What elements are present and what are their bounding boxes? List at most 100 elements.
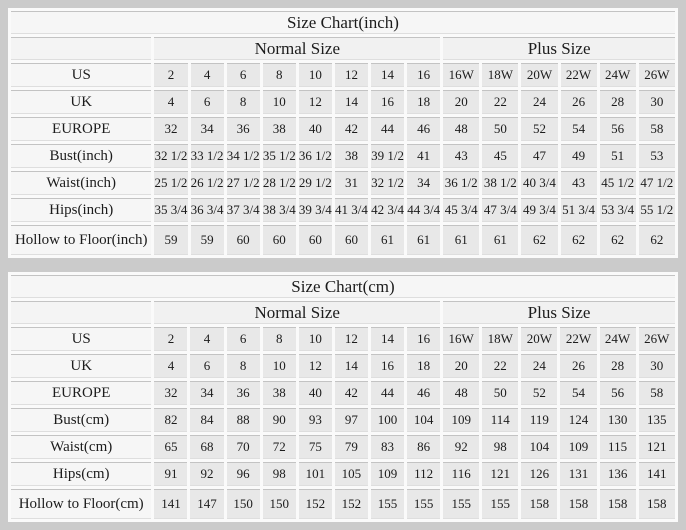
- size-cell: 36 1/2: [443, 171, 480, 195]
- size-cell: 135: [638, 408, 675, 432]
- row-label: Waist(cm): [11, 435, 152, 459]
- size-cell: 22W: [560, 327, 597, 351]
- size-cell: 40 3/4: [521, 171, 558, 195]
- size-cell: 72: [262, 435, 296, 459]
- table-row: US 2 4 6 8 10 12 14 16 16W 18W 20W 22W 24W 26W: [11, 63, 675, 87]
- size-cell: 141: [638, 462, 675, 486]
- size-cell: 36: [226, 381, 260, 405]
- size-cell: 60: [298, 225, 332, 255]
- size-cell: 10: [298, 327, 332, 351]
- size-cell: 53: [638, 144, 675, 168]
- table-row: UK 4 6 8 10 12 14 16 18 20 22 24 26 28 30: [11, 354, 675, 378]
- size-cell: 22: [482, 90, 519, 114]
- size-cell: 49: [560, 144, 597, 168]
- size-cell: 68: [190, 435, 224, 459]
- size-cell: 38 1/2: [482, 171, 519, 195]
- corner-cell: [11, 37, 152, 60]
- size-cell: 38: [334, 144, 368, 168]
- size-cell: 14: [370, 327, 405, 351]
- row-label: UK: [11, 354, 152, 378]
- size-cell: 158: [560, 489, 597, 519]
- size-cell: 121: [638, 435, 675, 459]
- size-cell: 90: [262, 408, 296, 432]
- size-cell: 86: [407, 435, 441, 459]
- size-cell: 155: [370, 489, 405, 519]
- size-cell: 150: [226, 489, 260, 519]
- row-label: Bust(inch): [11, 144, 152, 168]
- size-cell: 61: [371, 225, 405, 255]
- size-cell: 46: [407, 117, 441, 141]
- size-cell: 32 1/2: [154, 144, 188, 168]
- size-cell: 44: [370, 381, 405, 405]
- size-cell: 26 1/2: [190, 171, 224, 195]
- size-cell: 61: [443, 225, 480, 255]
- size-cell: 50: [482, 117, 519, 141]
- size-cell: 28: [599, 354, 636, 378]
- table-row: Waist(cm) 65 68 70 72 75 79 83 86 92 98 104 109 115 12…: [11, 435, 675, 459]
- size-cell: 26W: [638, 327, 675, 351]
- table-title-cm: Size Chart(cm): [11, 275, 675, 298]
- size-cell: 44 3/4: [407, 198, 441, 222]
- size-cell: 158: [599, 489, 636, 519]
- size-cell: 8: [226, 354, 260, 378]
- size-cell: 62: [638, 225, 675, 255]
- size-cell: 91: [154, 462, 188, 486]
- size-cell: 92: [443, 435, 480, 459]
- size-cell: 16W: [443, 327, 480, 351]
- size-cell: 131: [560, 462, 597, 486]
- size-cell: 12: [334, 327, 368, 351]
- size-cell: 33 1/2: [190, 144, 224, 168]
- size-cell: 55 1/2: [638, 198, 675, 222]
- size-cell: 45 3/4: [443, 198, 480, 222]
- size-cell: 26: [560, 90, 597, 114]
- size-cell: 141: [154, 489, 188, 519]
- size-cell: 115: [599, 435, 636, 459]
- size-cell: 34: [190, 117, 224, 141]
- size-cell: 155: [443, 489, 480, 519]
- row-label: EUROPE: [11, 117, 152, 141]
- row-label: US: [11, 327, 152, 351]
- size-cell: 104: [407, 408, 441, 432]
- size-cell: 4: [154, 90, 188, 114]
- size-cell: 6: [190, 90, 224, 114]
- size-cell: 53 3/4: [599, 198, 636, 222]
- size-cell: 59: [190, 225, 224, 255]
- size-cell: 50: [482, 381, 519, 405]
- size-cell: 126: [521, 462, 558, 486]
- size-cell: 16: [370, 354, 405, 378]
- size-cell: 22W: [560, 63, 597, 87]
- size-cell: 32 1/2: [371, 171, 405, 195]
- row-label: EUROPE: [11, 381, 152, 405]
- size-cell: 2: [154, 327, 188, 351]
- size-cell: 70: [226, 435, 260, 459]
- size-cell: 98: [262, 462, 296, 486]
- size-cell: 59: [154, 225, 188, 255]
- size-cell: 6: [190, 354, 224, 378]
- table-row: US 2 4 6 8 10 12 14 16 16W 18W 20W 22W 24W 26W: [11, 327, 675, 351]
- size-cell: 109: [560, 435, 597, 459]
- size-cell: 60: [334, 225, 368, 255]
- table-row: EUROPE 32 34 36 38 40 42 44 46 48 50 52 54 56 58: [11, 117, 675, 141]
- size-cell: 6: [226, 63, 260, 87]
- size-cell: 35 3/4: [154, 198, 188, 222]
- size-cell: 97: [334, 408, 368, 432]
- row-label: Waist(inch): [11, 171, 152, 195]
- size-cell: 155: [482, 489, 519, 519]
- size-cell: 56: [599, 381, 636, 405]
- size-cell: 158: [521, 489, 558, 519]
- normal-size-header: Normal Size: [154, 301, 441, 324]
- size-cell: 24: [521, 90, 558, 114]
- size-cell: 96: [226, 462, 260, 486]
- size-cell: 37 3/4: [226, 198, 260, 222]
- size-cell: 109: [443, 408, 480, 432]
- size-cell: 14: [334, 90, 368, 114]
- size-cell: 105: [334, 462, 368, 486]
- size-cell: 54: [560, 381, 597, 405]
- size-cell: 36 1/2: [298, 144, 332, 168]
- size-chart-cm-table: Size Chart(cm) Normal Size Plus Size US 2…: [8, 272, 678, 522]
- size-cell: 114: [482, 408, 519, 432]
- table-title-row: Size Chart(inch): [11, 11, 675, 34]
- size-cell: 12: [334, 63, 368, 87]
- size-cell: 25 1/2: [154, 171, 188, 195]
